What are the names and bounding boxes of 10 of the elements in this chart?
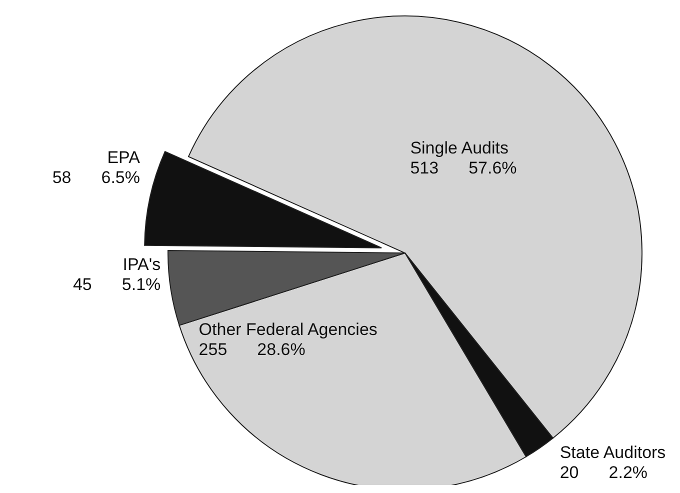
text: 20 2.2% (560, 462, 648, 482)
slice-label: EPA (107, 148, 141, 167)
slice-label: Single Audits (410, 138, 508, 158)
text: 45 5.1% (72, 275, 161, 294)
text: 58 6.5% (52, 168, 140, 187)
text: 513 57.6% (410, 158, 517, 178)
slice-label: Other Federal Agencies (198, 320, 378, 339)
slice-label: State Auditors (560, 442, 666, 462)
text: 255 28.6% (198, 340, 306, 359)
slice-label: IPA's (122, 255, 161, 274)
